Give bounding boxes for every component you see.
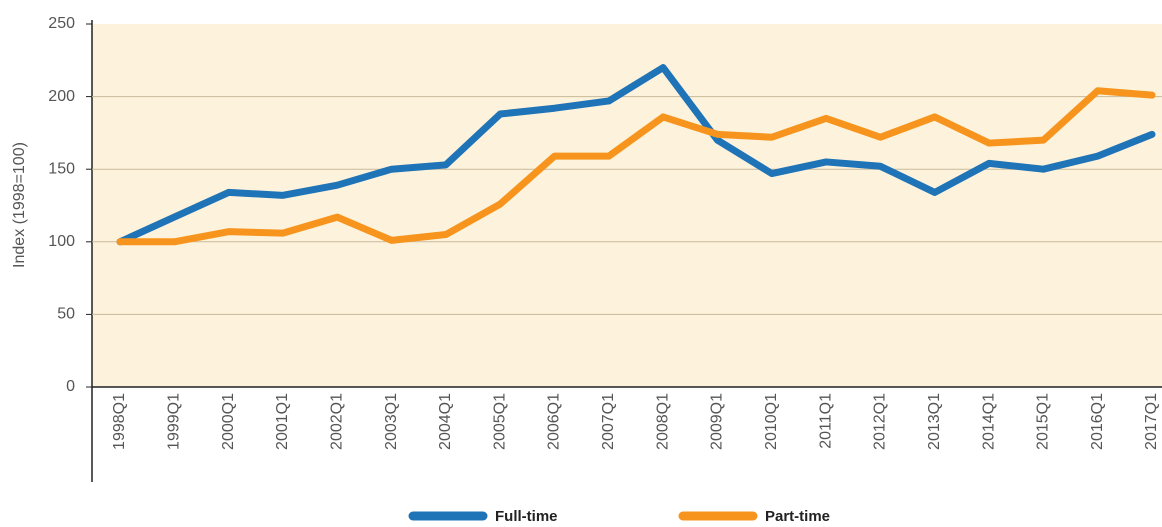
x-tick-label: 2012Q1 — [872, 393, 889, 450]
data-line — [116, 87, 1156, 246]
x-tick-label: 2007Q1 — [600, 393, 617, 450]
x-tick-label: 2003Q1 — [383, 393, 400, 450]
x-tick-label: 2010Q1 — [763, 393, 780, 450]
x-tick-label: 2005Q1 — [491, 393, 508, 450]
x-tick-label: 2013Q1 — [926, 393, 943, 450]
legend-label: Part-time — [765, 508, 830, 525]
y-tick-label: 50 — [57, 306, 75, 323]
y-axis-label: Index (1998=100) — [11, 142, 28, 268]
x-tick-label: 2002Q1 — [328, 393, 345, 450]
plot-background — [92, 24, 1162, 387]
x-tick-label: 1998Q1 — [111, 393, 128, 450]
x-tick-label: 2001Q1 — [274, 393, 291, 450]
x-tick-label: 1999Q1 — [166, 393, 183, 450]
y-tick-label: 150 — [48, 160, 75, 177]
x-tick-label: 2004Q1 — [437, 393, 454, 450]
x-tick-label: 2009Q1 — [709, 393, 726, 450]
y-tick-label: 0 — [66, 378, 75, 395]
y-tick-label: 250 — [48, 15, 75, 32]
x-tick-label: 2015Q1 — [1035, 393, 1052, 450]
x-tick-label: 2008Q1 — [654, 393, 671, 450]
x-tick-label: 2016Q1 — [1089, 393, 1106, 450]
x-tick-label: 2000Q1 — [220, 393, 237, 450]
x-tick-label: 2006Q1 — [546, 393, 563, 450]
data-line — [116, 64, 1156, 246]
legend-label: Full-time — [495, 508, 558, 525]
y-tick-label: 200 — [48, 88, 75, 105]
x-tick-label: 2017Q1 — [1143, 393, 1160, 450]
x-tick-label: 2014Q1 — [980, 393, 997, 450]
x-tick-label: 2011Q1 — [817, 393, 834, 449]
y-tick-label: 100 — [48, 233, 75, 250]
